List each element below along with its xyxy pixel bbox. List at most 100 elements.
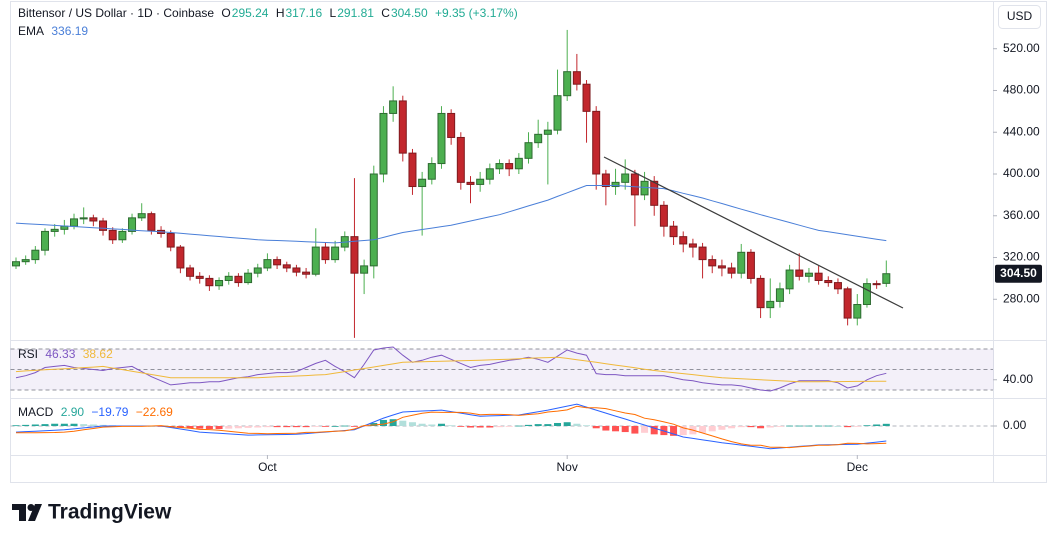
y-tick-label: 480.00 (1003, 83, 1040, 97)
histogram-bar (670, 426, 678, 436)
y-tick-label: 440.00 (1003, 124, 1040, 138)
candle-body (524, 142, 533, 159)
y-tick-label: 280.00 (1003, 291, 1040, 305)
y-tick-label: 520.00 (1003, 41, 1040, 55)
ohlc-value: 291.81 (337, 6, 374, 20)
candle-body (833, 282, 842, 290)
ema-name: EMA (18, 24, 45, 38)
candle-body (205, 277, 214, 287)
candle-body (727, 267, 736, 274)
plot-area (10, 29, 994, 450)
candle-body (253, 267, 262, 274)
candle-body (215, 279, 224, 287)
y-tick-label: 320.00 (1003, 250, 1040, 264)
histogram-bar (80, 424, 88, 427)
candle-body (611, 181, 620, 188)
candle-body (31, 249, 40, 261)
candle-body (785, 269, 794, 290)
ema-line (15, 185, 887, 244)
candle-body (698, 246, 707, 261)
candle-body (418, 178, 427, 188)
y-tick-label: 400.00 (1003, 166, 1040, 180)
macd-line (15, 405, 887, 449)
candle-body (766, 300, 775, 309)
candle-body (244, 272, 253, 284)
x-tick-label: Nov (557, 460, 578, 474)
trend-line (603, 156, 904, 309)
candle-body (650, 180, 659, 206)
logo-mark (12, 504, 26, 521)
candle-body (514, 157, 523, 170)
candle-body (60, 225, 69, 230)
candle-body (108, 229, 117, 241)
histogram-bar (89, 424, 97, 427)
histogram-bar (302, 426, 310, 428)
histogram-bar (631, 426, 639, 434)
candle-body (12, 261, 20, 267)
candle-body (79, 217, 88, 220)
histogram-bar (292, 426, 300, 428)
candle-body (89, 217, 98, 222)
chart-frame (10, 1, 1047, 483)
brand-name: TradingView (48, 501, 172, 524)
candle-body (814, 272, 823, 281)
currency-button[interactable] (998, 5, 1041, 29)
histogram-bar (650, 426, 658, 435)
histogram-bar (466, 426, 474, 428)
histogram-bar (573, 423, 581, 427)
candle-body (746, 251, 755, 279)
candle-body (563, 71, 572, 97)
histogram-bar (176, 426, 184, 428)
candle-body (427, 163, 436, 180)
histogram-value: 2.90 (60, 405, 85, 419)
histogram-bar (428, 424, 436, 427)
candle-body (630, 173, 639, 196)
candle-body (669, 225, 678, 238)
histogram-bar (60, 423, 68, 427)
symbol-title: Bittensor / US Dollar · 1D · Coinbase (18, 6, 215, 20)
ohlc-key: C (381, 6, 390, 20)
macd-name: MACD (18, 405, 54, 419)
candle-body (679, 236, 688, 245)
currency-label[interactable]: USD (1007, 9, 1033, 23)
ohlc-value: 295.24 (231, 6, 269, 20)
candle-body (862, 283, 871, 306)
candle-body (350, 236, 359, 274)
rsi-line (15, 356, 887, 383)
candle-body (456, 136, 465, 183)
candle-body (505, 163, 514, 170)
axis-labels: 280.00 320.00 360.00 400.00 440.00 480.00 520.… (258, 41, 1042, 474)
histogram-bar (602, 426, 610, 431)
histogram-bar (379, 419, 387, 427)
candle-body (369, 173, 378, 267)
symbol-legend: Bittensor / US Dollar · 1D · Coinbase O2… (18, 6, 522, 20)
candle-body (292, 267, 301, 273)
histogram-bar (592, 426, 600, 429)
candle-body (166, 233, 175, 248)
last-price-box (995, 264, 1042, 283)
histogram-bar (699, 426, 707, 433)
candle-body (186, 267, 195, 277)
histogram-bar (534, 424, 542, 427)
candle-body (824, 279, 833, 284)
candle-body (137, 213, 146, 219)
histogram-bar (486, 426, 494, 428)
histogram-bar (554, 422, 562, 427)
histogram-bar (370, 422, 378, 427)
candle-body (795, 269, 804, 277)
histogram-bar (863, 425, 871, 427)
histogram-bar (708, 426, 716, 432)
candle-body (485, 168, 494, 180)
logo-mark (28, 504, 42, 521)
histogram-bar (853, 426, 861, 427)
candle-body (601, 173, 610, 188)
histogram-bar (12, 425, 20, 427)
histogram-bar (215, 426, 223, 430)
histogram-bar (22, 424, 30, 427)
candle-body (99, 220, 108, 231)
candle-body (621, 173, 630, 183)
histogram-bar (757, 426, 765, 429)
histogram-bar (505, 426, 513, 427)
histogram-bar (766, 426, 774, 428)
